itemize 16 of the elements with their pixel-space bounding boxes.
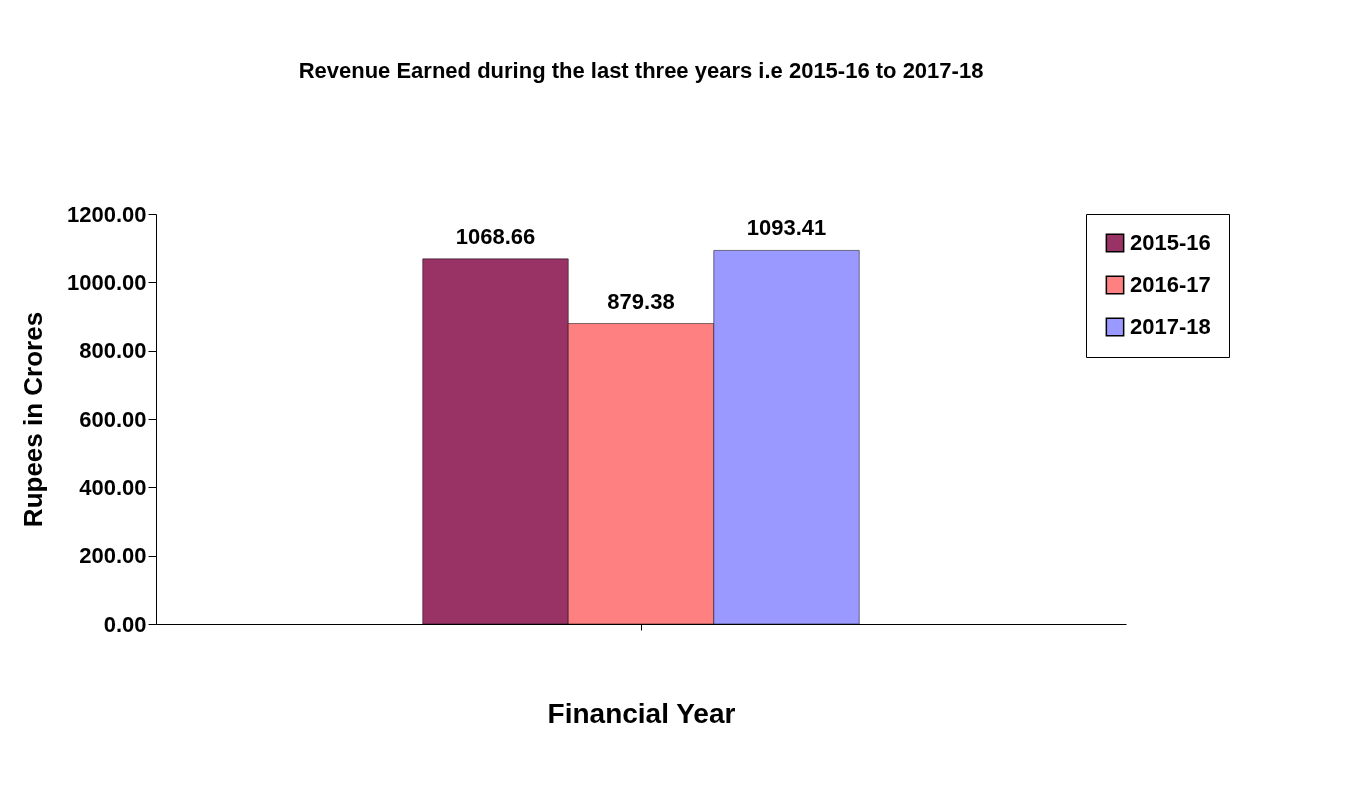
y-tick-label: 800.00 <box>79 338 147 364</box>
legend-label: 2016-17 <box>1130 272 1211 297</box>
y-axis-title: Rupees in Crores <box>17 311 48 528</box>
y-tick-label: 200.00 <box>79 543 147 569</box>
legend-label: 2017-18 <box>1130 314 1211 339</box>
y-tick-label: 400.00 <box>79 474 147 500</box>
data-label: 1093.41 <box>746 215 827 241</box>
data-label: 1068.66 <box>455 223 536 249</box>
data-label: 879.38 <box>607 288 675 314</box>
y-tick-label: 1200.00 <box>66 201 147 227</box>
chart-title: Revenue Earned during the last three years i.e 2015-16 to 2017-18 <box>298 58 984 83</box>
y-tick-label: 1000.00 <box>66 269 147 295</box>
y-tick-label: 600.00 <box>79 406 147 432</box>
x-axis-title: Financial Year <box>547 698 736 729</box>
y-tick-label: 0.00 <box>103 611 147 637</box>
legend-label: 2015-16 <box>1130 230 1211 255</box>
